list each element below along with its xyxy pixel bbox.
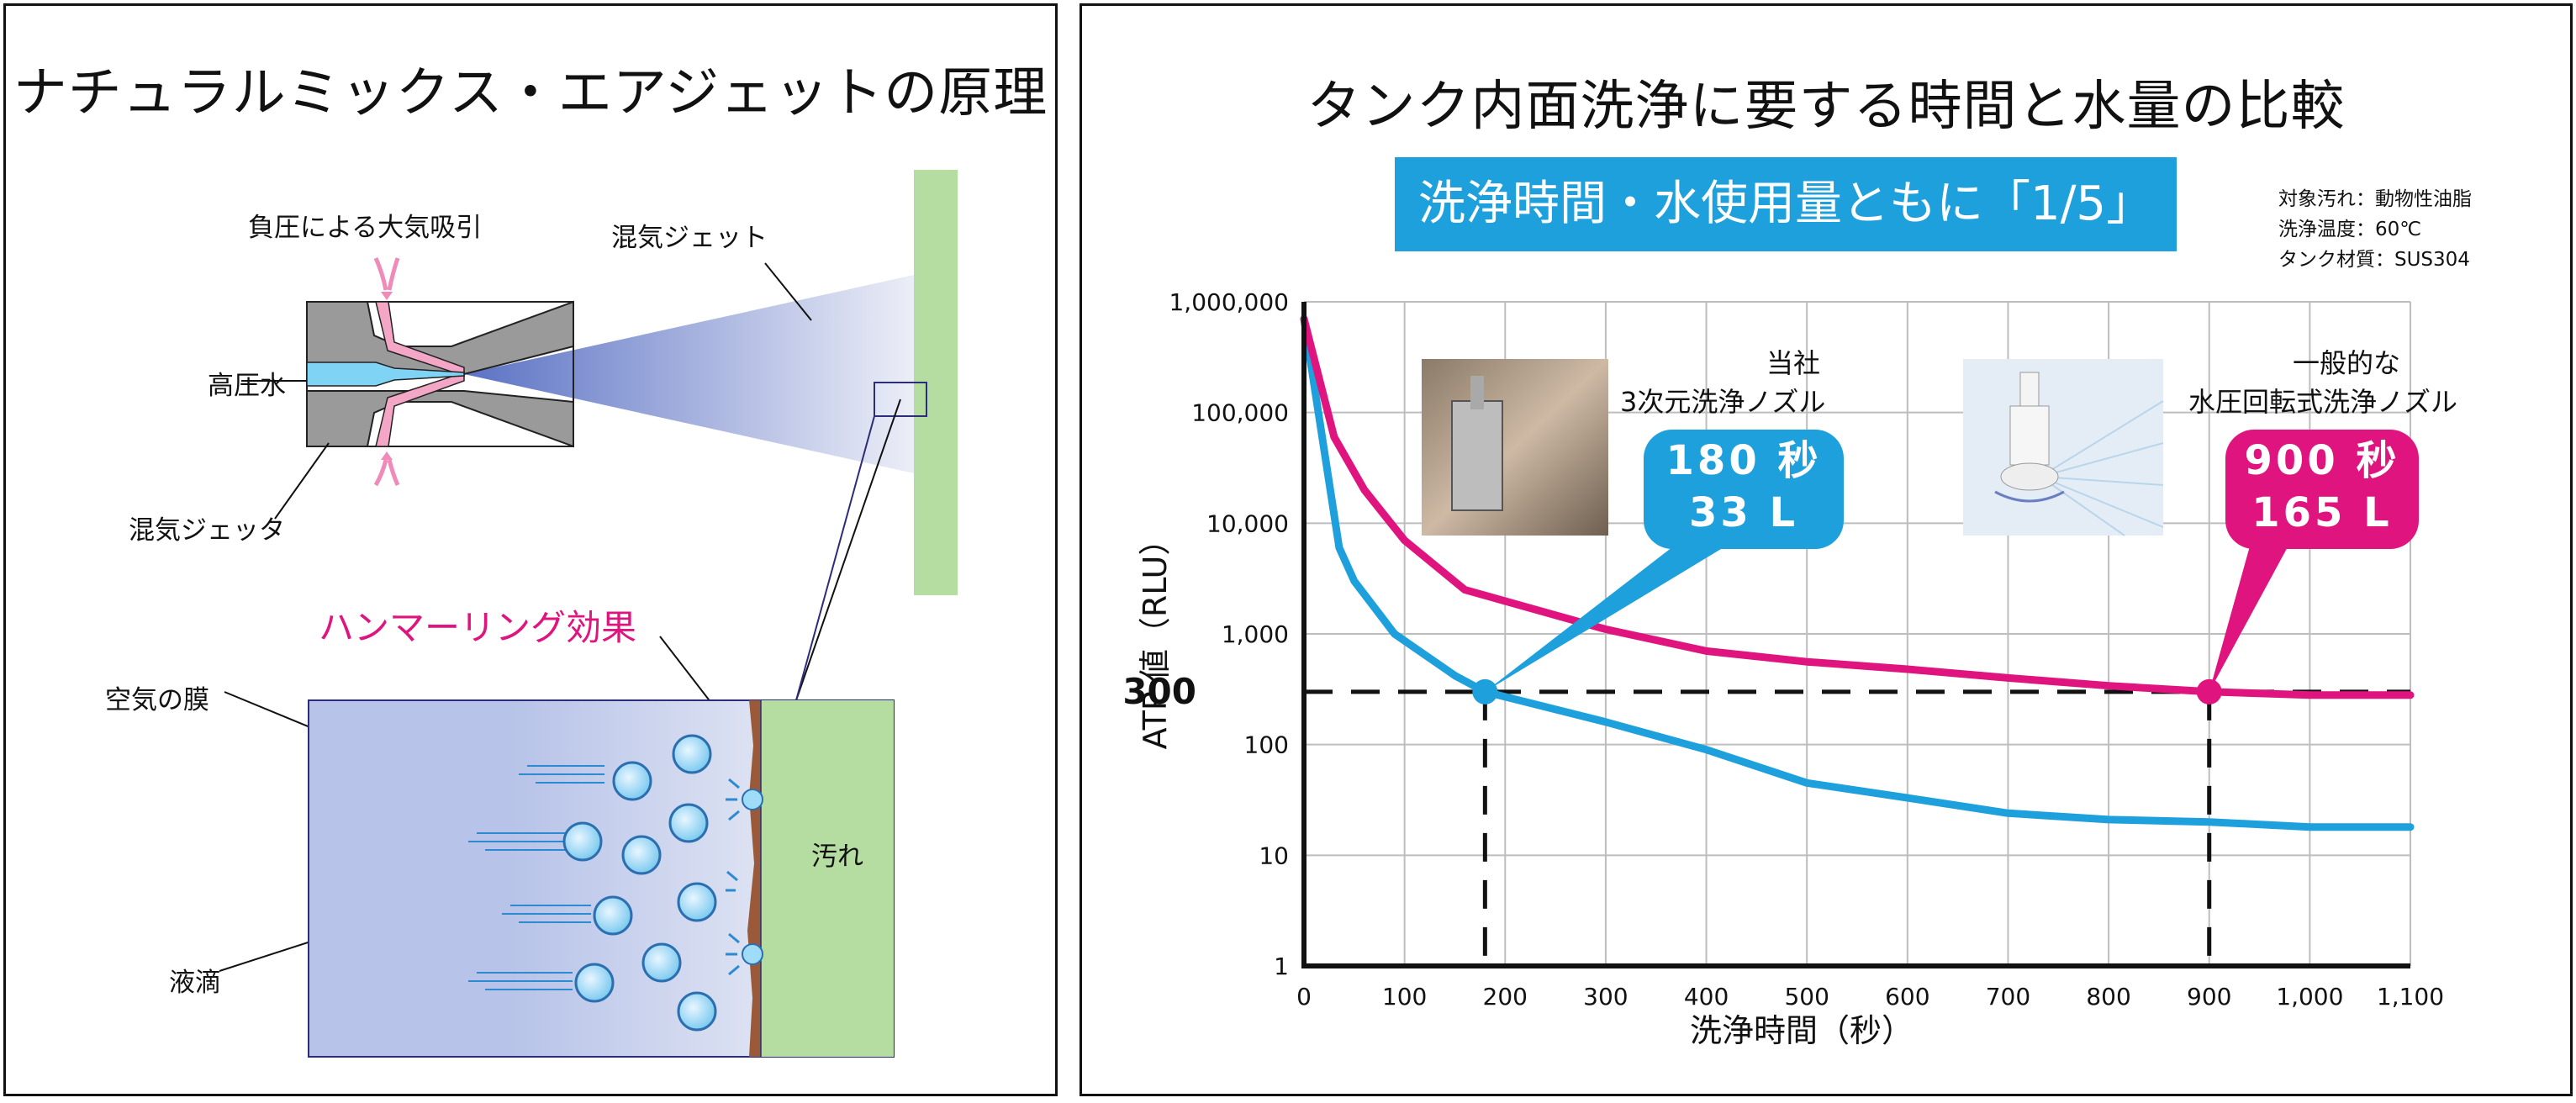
- y-tick-label: 100,000: [1191, 399, 1289, 427]
- droplets: [562, 734, 717, 1032]
- ours-line2: 3次元洗浄ノズル: [1620, 386, 1826, 418]
- y-tick-label: 1: [1274, 953, 1289, 980]
- condition-material: タンク材質：SUS304: [2278, 249, 2470, 271]
- general-nozzle-photo: [1963, 359, 2164, 536]
- x-tick-label: 1,000: [2276, 983, 2343, 1011]
- series-marker-1: [2196, 678, 2222, 705]
- our-nozzle-photo: [1422, 359, 1608, 536]
- nozzle-lower-block: [306, 390, 574, 448]
- condition-soil: 対象汚れ：動物性油脂: [2278, 188, 2472, 210]
- mixed-jet-cone: [464, 275, 914, 473]
- y-tick-label: 10,000: [1206, 509, 1289, 537]
- x-tick-label: 200: [1483, 983, 1528, 1011]
- high-pressure-water-channel: [306, 362, 465, 387]
- x-tick-label: 0: [1296, 983, 1312, 1011]
- mixed-jet-label: 混気ジェット: [611, 223, 768, 253]
- principle-panel: ナチュラルミックス・エアジェットの原理: [3, 3, 1058, 1096]
- x-axis-title: 洗浄時間（秒）: [1690, 1012, 1914, 1049]
- y-axis-title: ATP 値（RLU）: [1137, 524, 1174, 750]
- general-line2: 水圧回転式洗浄ノズル: [2188, 386, 2458, 418]
- atp-chart: 0 100 200 300 400 500 600 700 800 900 1,000 1,100 1…: [1122, 288, 2444, 1049]
- condition-temperature: 洗浄温度：60℃: [2278, 219, 2422, 240]
- x-tick-label: 700: [1986, 983, 2030, 1011]
- general-time: 900 秒: [2244, 437, 2400, 484]
- suction-label: 負圧による大気吸引: [248, 213, 483, 243]
- dirt-wall: [761, 700, 894, 1057]
- suction-arrows: [373, 256, 400, 487]
- general-water: 165 L: [2251, 489, 2393, 536]
- comparison-title: タンク内面洗浄に要する時間と水量の比較: [1306, 76, 2346, 138]
- comparison-panel: タンク内面洗浄に要する時間と水量の比較 洗浄時間・水使用量ともに「1/5」 対象…: [1079, 3, 2573, 1096]
- droplet-label: 液滴: [169, 968, 221, 998]
- x-tick-label: 500: [1784, 983, 1829, 1011]
- general-callout: 900 秒 165 L: [2225, 430, 2419, 549]
- general-callout-pointer: [2209, 537, 2289, 692]
- x-tick-label: 900: [2187, 983, 2231, 1011]
- ours-water: 33 L: [1688, 489, 1799, 536]
- series-marker-0: [1472, 678, 1498, 705]
- series-line-1: [1300, 314, 2415, 699]
- series-line-0: [1300, 314, 2415, 831]
- x-tick-label: 100: [1382, 983, 1427, 1011]
- y-tick-label: 1,000: [1222, 620, 1289, 648]
- principle-title: ナチュラルミックス・エアジェットの原理: [13, 62, 1048, 124]
- ours-time: 180 秒: [1665, 437, 1822, 484]
- dirt-label: 汚れ: [811, 842, 863, 872]
- suction-channel-upper: [375, 301, 465, 377]
- y-tick-label: 1,000,000: [1169, 288, 1289, 316]
- mixed-jetter-label: 混気ジェッタ: [129, 515, 285, 546]
- ours-line1: 当社: [1766, 347, 1820, 379]
- x-tick-label: 800: [2086, 983, 2130, 1011]
- magnify-box: [874, 382, 927, 417]
- ours-callout: 180 秒 33 L: [1644, 430, 1844, 549]
- x-tick-label: 600: [1885, 983, 1929, 1011]
- result-banner: 洗浄時間・水使用量ともに「1/5」: [1395, 157, 2177, 251]
- y-tick-label: 100: [1244, 731, 1289, 759]
- high-pressure-water-label: 高圧水: [208, 371, 286, 401]
- threshold-label: 300: [1122, 671, 1196, 712]
- y-tick-label: 10: [1259, 842, 1289, 869]
- air-film-label: 空気の膜: [105, 685, 209, 715]
- hammering-effect-label: ハンマーリング効果: [319, 607, 637, 648]
- x-tick-label: 400: [1684, 983, 1729, 1011]
- x-tick-label: 300: [1583, 983, 1628, 1011]
- ours-callout-pointer: [1485, 536, 1729, 692]
- general-line1: 一般的な: [2293, 347, 2401, 379]
- x-tick-label: 1,100: [2377, 983, 2444, 1011]
- suction-channel-lower: [375, 371, 465, 447]
- principle-diagram: [219, 170, 958, 1058]
